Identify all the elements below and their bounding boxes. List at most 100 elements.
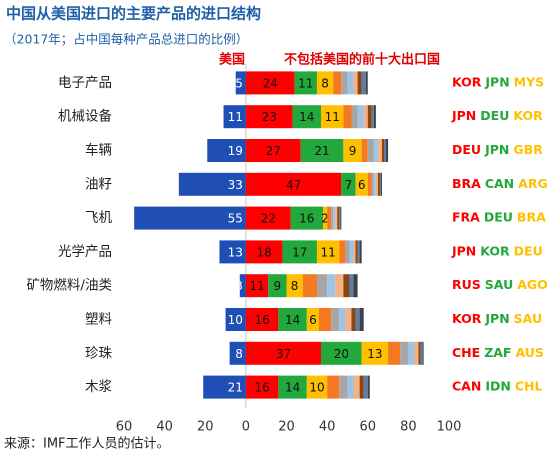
exporter-code: DEU xyxy=(480,108,509,123)
segment xyxy=(357,71,362,95)
segment xyxy=(373,172,376,196)
segment xyxy=(339,308,346,331)
exporter-code: JPN xyxy=(484,74,509,89)
us-value-label: 21 xyxy=(228,381,243,395)
segment xyxy=(294,71,317,95)
exporter-code: JPN xyxy=(451,243,476,258)
us-value-label: 3 xyxy=(235,279,243,293)
exporter-code: JPN xyxy=(484,142,509,157)
x-tick-label: 20 xyxy=(278,420,295,435)
segment xyxy=(347,375,354,399)
segment-value-label: 47 xyxy=(286,178,301,192)
category-label: 飞机 xyxy=(85,210,112,226)
segment xyxy=(340,206,342,230)
segment xyxy=(306,375,328,399)
us-bar xyxy=(223,105,246,129)
segment xyxy=(339,206,341,230)
us-value-label: 10 xyxy=(228,313,243,327)
segment xyxy=(316,274,328,298)
us-value-label: 19 xyxy=(228,144,243,158)
segment xyxy=(380,172,382,196)
segment xyxy=(367,139,374,162)
segment xyxy=(292,105,322,129)
category-label: 电子产品 xyxy=(58,75,112,91)
segment-value-label: 6 xyxy=(358,178,366,192)
segment xyxy=(345,240,350,264)
exporter-code: FRA xyxy=(452,210,480,225)
segment xyxy=(355,308,360,331)
segment-value-label: 22 xyxy=(261,212,276,226)
segment xyxy=(245,240,283,264)
segment-value-label: 16 xyxy=(299,212,314,226)
exporter-code: JPN xyxy=(484,311,509,326)
segment xyxy=(361,71,366,95)
segment-value-label: 21 xyxy=(314,144,329,158)
exporter-code: KOR xyxy=(480,243,510,258)
segment xyxy=(349,274,354,298)
segment-value-label: 9 xyxy=(274,279,282,293)
segment xyxy=(420,341,423,365)
segment-value-label: 16 xyxy=(254,313,269,327)
exporter-code: ZAF xyxy=(484,345,511,360)
segment xyxy=(373,139,378,162)
segment xyxy=(327,375,340,399)
us-value-label: 11 xyxy=(228,110,243,124)
segment xyxy=(245,71,295,95)
segment xyxy=(321,105,344,129)
exporter-code: SAU xyxy=(485,277,513,292)
exporter-code: IDN xyxy=(485,379,511,394)
us-bar xyxy=(235,71,246,95)
segment xyxy=(353,375,360,399)
segment xyxy=(337,206,340,230)
exporter-code: DEU xyxy=(514,243,543,258)
segment-value-label: 23 xyxy=(262,110,277,124)
segment xyxy=(343,105,352,129)
segment xyxy=(359,308,364,331)
exporter-code: KOR xyxy=(452,311,482,326)
exporter-code: KOR xyxy=(513,108,543,123)
category-label: 光学产品 xyxy=(58,244,112,260)
exporter-code: AGO xyxy=(517,277,548,292)
x-tick-label: 100 xyxy=(437,420,462,435)
segment xyxy=(245,341,322,365)
segment xyxy=(381,139,384,162)
category-label: 塑料 xyxy=(85,312,112,328)
segment-value-label: 6 xyxy=(309,313,317,327)
segment xyxy=(316,240,340,264)
us-value-label: 33 xyxy=(228,178,243,192)
exporter-code: MYS xyxy=(514,74,545,89)
segment xyxy=(343,274,350,298)
segment xyxy=(353,274,358,298)
x-tick-label: 40 xyxy=(156,420,173,435)
exporter-code: CHL xyxy=(515,379,543,394)
segment-value-label: 11 xyxy=(298,76,313,90)
segment xyxy=(367,105,372,129)
segment xyxy=(278,375,307,399)
segment xyxy=(347,71,354,95)
us-bar xyxy=(178,172,246,196)
segment-value-label: 14 xyxy=(285,313,300,327)
x-tick-label: 20 xyxy=(197,420,214,435)
segment xyxy=(339,240,346,264)
segment xyxy=(323,206,328,230)
segment xyxy=(351,308,356,331)
us-bar xyxy=(229,341,246,365)
segment xyxy=(373,105,376,129)
segment xyxy=(367,172,372,196)
exporter-code: GBR xyxy=(513,142,543,157)
x-tick-label: 60 xyxy=(116,420,133,435)
category-label: 木浆 xyxy=(85,379,112,395)
segment-value-label: 2 xyxy=(321,212,329,226)
segment xyxy=(375,172,378,196)
exporter-code: JPN xyxy=(451,108,476,123)
segment xyxy=(363,375,368,399)
segment xyxy=(335,274,344,298)
segment xyxy=(245,105,293,129)
segment xyxy=(268,274,287,298)
segment xyxy=(327,274,336,298)
segment xyxy=(245,139,301,162)
segment xyxy=(359,240,362,264)
segment xyxy=(357,105,364,129)
segment xyxy=(400,341,409,365)
segment xyxy=(302,274,317,298)
